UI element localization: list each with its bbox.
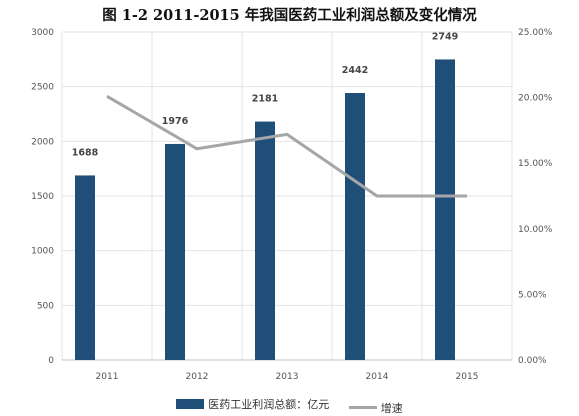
y-right-tick-label: 25.00% — [518, 28, 553, 38]
x-tick-label: 2012 — [186, 372, 209, 382]
bar-profit — [165, 143, 185, 360]
x-tick-label: 2013 — [276, 372, 299, 382]
y-left-tick-label: 0 — [48, 356, 54, 366]
y-left-tick-label: 500 — [37, 301, 54, 311]
y-right-tick-label: 10.00% — [518, 225, 553, 235]
y-left-tick-label: 1000 — [31, 247, 54, 257]
legend-item-profit: 医药工业利润总额：亿元 — [176, 396, 329, 412]
bar-profit — [75, 175, 95, 360]
legend-item-growth: 增速 — [348, 400, 403, 416]
x-tick-label: 2015 — [456, 372, 479, 382]
legend-swatch-line — [348, 406, 377, 409]
chart-legend: 医药工业利润总额：亿元 增速 — [0, 396, 579, 416]
legend-label-profit: 医药工业利润总额：亿元 — [208, 398, 330, 411]
chart-title: 图 1-2 2011-2015 年我国医药工业利润总额及变化情况 — [102, 7, 477, 24]
x-tick-label: 2011 — [96, 372, 119, 382]
y-right-tick-label: 20.00% — [518, 94, 553, 104]
y-left-tick-label: 1500 — [31, 192, 54, 202]
y-right-tick-label: 15.00% — [518, 159, 553, 169]
y-right-tick-label: 0.00% — [518, 356, 547, 366]
y-left-tick-label: 2000 — [31, 137, 54, 147]
legend-swatch-bar — [176, 399, 205, 409]
bar-data-label: 2181 — [252, 94, 278, 105]
bar-data-label: 2442 — [342, 65, 368, 76]
bar-data-label: 1976 — [162, 116, 189, 127]
y-left-tick-label: 2500 — [31, 83, 54, 93]
bar-data-label: 2749 — [432, 31, 458, 42]
bar-profit — [345, 93, 365, 361]
y-left-tick-label: 3000 — [31, 28, 54, 38]
bar-profit — [255, 121, 275, 360]
legend-label-growth: 增速 — [380, 401, 403, 415]
bar-profit — [435, 59, 455, 361]
x-tick-label: 2014 — [366, 372, 389, 382]
y-right-tick-label: 5.00% — [518, 290, 547, 300]
bar-data-label: 1688 — [72, 147, 99, 158]
line-growth — [106, 94, 467, 198]
